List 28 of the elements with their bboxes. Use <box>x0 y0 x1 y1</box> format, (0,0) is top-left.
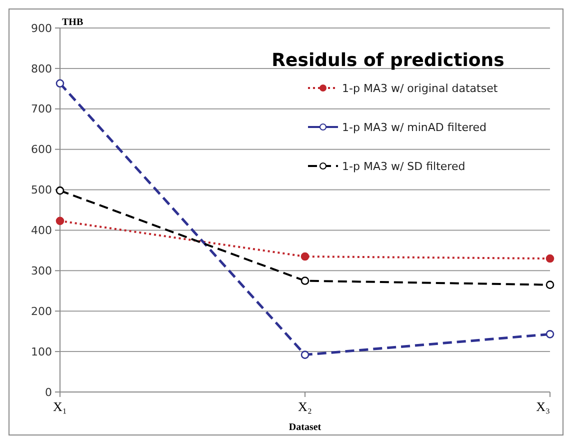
point <box>300 276 310 285</box>
y-tick-label: 800 <box>31 62 52 76</box>
point <box>546 254 554 263</box>
legend-label: 1-p MA3 w/ SD filtered <box>342 160 466 173</box>
text: Residuls of predictions <box>272 50 504 71</box>
y-tick-label: 500 <box>31 184 52 197</box>
y-tick-label: 100 <box>31 345 52 358</box>
y-tick-label: 600 <box>31 143 52 156</box>
legend-label: 1-p MA3 w/ original datatset <box>342 82 498 95</box>
point <box>56 79 64 88</box>
point <box>56 216 64 226</box>
x-tick-label: X₁ <box>53 399 67 414</box>
y-tick-label: 300 <box>31 264 52 278</box>
point <box>546 280 554 289</box>
y-tick-label: 200 <box>31 304 52 318</box>
point <box>56 186 64 195</box>
y-tick-label: 700 <box>31 102 52 116</box>
y-tick-label: 900 <box>31 22 52 35</box>
point <box>546 330 554 338</box>
point <box>300 350 310 359</box>
y-tick-label: 0 <box>45 386 52 399</box>
x-axis-title: Dataset <box>288 422 322 433</box>
legend-label: 1-p MA3 w/ minAD filtered <box>342 120 486 134</box>
point <box>300 252 310 261</box>
x-tick-label: X₂ <box>298 399 312 414</box>
x-tick-label: X₃ <box>536 399 550 414</box>
y-axis-title: THB <box>62 17 84 28</box>
y-tick-label: 400 <box>31 224 52 238</box>
